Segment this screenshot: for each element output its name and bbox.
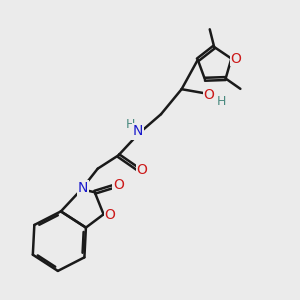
Text: O: O [230,52,241,66]
Text: N: N [78,182,88,196]
Text: O: O [105,208,116,222]
Text: H: H [218,98,227,110]
Text: O: O [203,88,214,102]
Text: O: O [136,163,147,177]
Text: H: H [125,118,135,132]
Text: N: N [133,124,143,138]
Text: O: O [113,178,124,192]
Text: O: O [203,90,214,104]
Text: H: H [126,118,135,131]
Text: N: N [132,125,142,139]
Text: O: O [136,163,147,177]
Text: H: H [217,95,226,108]
Text: O: O [105,209,116,223]
Text: O: O [230,52,241,66]
Text: O: O [113,178,124,192]
Text: N: N [78,181,88,195]
